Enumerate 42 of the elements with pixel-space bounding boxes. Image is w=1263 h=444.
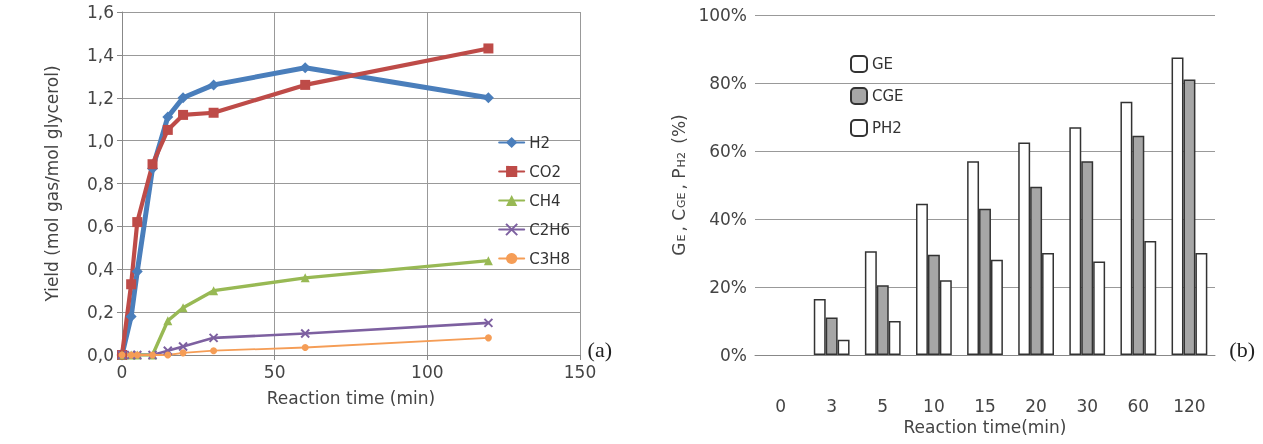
legend-label: C2H6 <box>529 220 570 239</box>
y-tick-label: 0,4 <box>86 259 114 280</box>
x-axis-title: Reaction time (min) <box>266 387 436 408</box>
text: (a) <box>587 336 612 362</box>
y-tick-label: 1,4 <box>86 44 114 65</box>
y-tick-label: 80% <box>709 73 747 93</box>
legend-label: GE <box>872 55 894 73</box>
x-tick-label: 10 <box>923 395 945 416</box>
x-tick-label: 0 <box>116 361 128 382</box>
y-tick-label: 60% <box>709 141 747 161</box>
y-axis-title: Yield (mol gas/mol glycerol) <box>41 65 62 303</box>
x-tick-label: 60 <box>1127 395 1150 416</box>
legend-label: CH4 <box>529 191 561 210</box>
x-tick-label: 100 <box>411 361 444 382</box>
y-tick-label: 1,2 <box>86 87 114 108</box>
text: (b) <box>1229 336 1255 362</box>
legend-label: PH2 <box>872 119 902 137</box>
y-tick-label: 0,6 <box>86 216 114 237</box>
y-tick-label: 0,2 <box>86 302 114 323</box>
x-tick-label: 120 <box>1173 395 1206 416</box>
y-tick-label: 1,6 <box>86 2 114 22</box>
x-tick-label: 50 <box>263 361 286 382</box>
y-axis-title: GE, CGE, PH2 (%) <box>669 114 689 256</box>
legend-label: C3H8 <box>529 249 570 268</box>
y-tick-label: 0,8 <box>86 173 114 194</box>
y-tick-label: 40% <box>709 209 747 229</box>
y-tick-label: 0% <box>720 345 747 365</box>
x-tick-label: 20 <box>1025 395 1047 416</box>
legend-label: CO2 <box>529 162 561 181</box>
x-tick-label: 0 <box>775 395 786 416</box>
x-tick-label: 30 <box>1076 395 1099 416</box>
y-tick-label: 0,0 <box>86 345 114 365</box>
x-tick-label: 3 <box>826 395 838 416</box>
y-tick-label: 20% <box>709 277 747 297</box>
legend-label: H2 <box>529 133 550 152</box>
x-axis-title: Reaction time(min) <box>903 417 1067 438</box>
legend-label: CGE <box>872 87 904 105</box>
y-tick-label: 100% <box>698 5 747 25</box>
y-tick-label: 1,0 <box>86 130 114 151</box>
x-tick-label: 5 <box>877 395 889 416</box>
x-tick-label: 150 <box>563 361 597 382</box>
x-tick-label: 15 <box>974 395 996 416</box>
